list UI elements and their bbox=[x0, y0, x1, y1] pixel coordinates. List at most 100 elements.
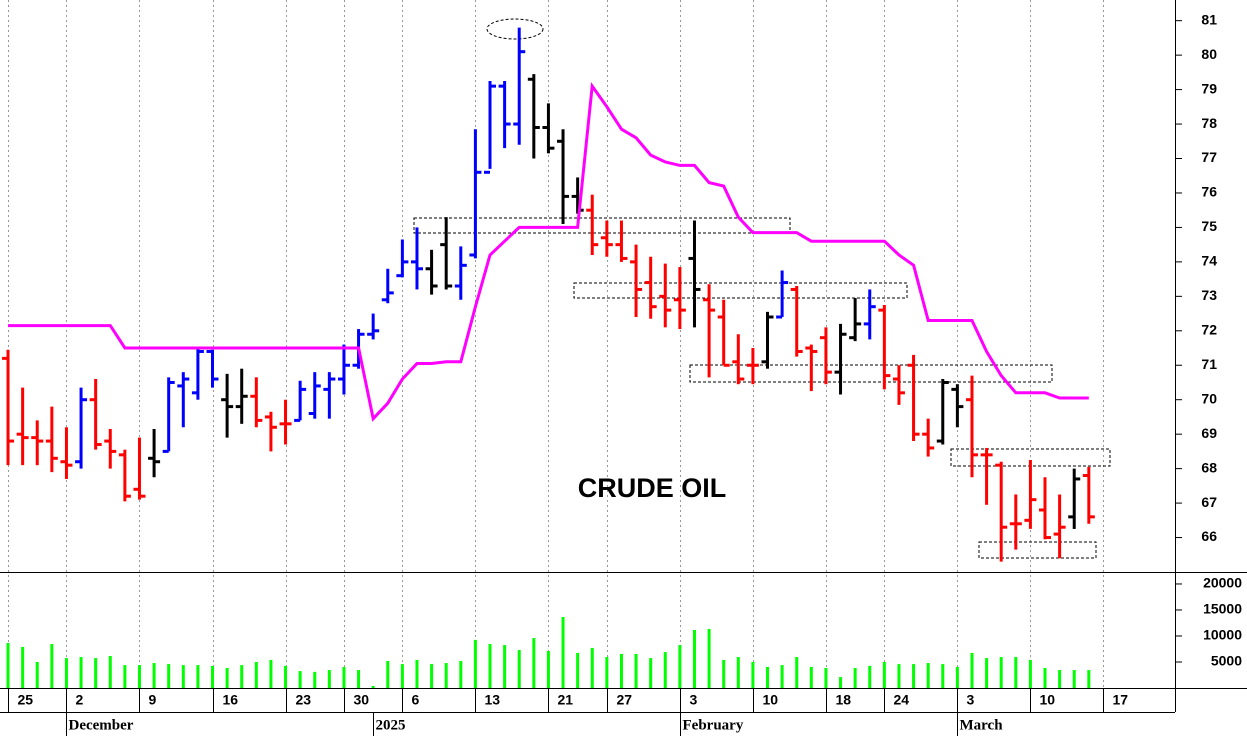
level-box bbox=[978, 541, 1097, 559]
volume-bar bbox=[137, 665, 141, 688]
ohlc-bar bbox=[790, 286, 803, 357]
month-label: February bbox=[683, 717, 744, 733]
ohlc-bar bbox=[191, 348, 204, 400]
volume-bar bbox=[400, 664, 404, 688]
volume-bar bbox=[313, 671, 317, 688]
ohlc-bar bbox=[118, 449, 131, 502]
ohlc-bar bbox=[703, 284, 716, 378]
ohlc-bar bbox=[878, 304, 891, 390]
volume-bar bbox=[882, 661, 886, 688]
y-tick-label: 70 bbox=[1201, 390, 1217, 406]
volume-bar bbox=[897, 664, 901, 688]
volume-bar bbox=[503, 645, 507, 688]
ohlc-bar bbox=[337, 344, 350, 395]
level-box bbox=[689, 364, 1053, 383]
ohlc-bar bbox=[454, 246, 467, 300]
ohlc-bar bbox=[177, 372, 190, 428]
ohlc-bar bbox=[250, 377, 263, 428]
volume-bar bbox=[824, 667, 828, 688]
ohlc-bar bbox=[746, 348, 759, 385]
ohlc-bar bbox=[557, 129, 570, 224]
ohlc-bar bbox=[907, 354, 920, 442]
x-tick-label: 21 bbox=[558, 692, 574, 708]
ohlc-bar bbox=[31, 420, 44, 466]
volume-bar bbox=[722, 659, 726, 688]
chart-title: CRUDE OIL bbox=[578, 473, 727, 503]
volume-bar bbox=[692, 630, 696, 688]
ohlc-bar bbox=[892, 365, 905, 405]
ohlc-bar bbox=[75, 387, 88, 469]
volume-bar bbox=[152, 663, 156, 688]
level-box bbox=[413, 217, 791, 234]
ohlc-bar bbox=[16, 387, 29, 466]
volume-bar bbox=[795, 657, 799, 688]
volume-bar bbox=[21, 646, 25, 688]
volume-bar bbox=[327, 670, 331, 688]
ohlc-bar bbox=[776, 270, 789, 319]
ohlc-bar bbox=[45, 406, 58, 473]
x-tick-label: 10 bbox=[763, 692, 779, 708]
volume-bar bbox=[766, 666, 770, 688]
volume-bar bbox=[780, 665, 784, 688]
ohlc-bar bbox=[1009, 494, 1022, 550]
y-tick-label: 71 bbox=[1201, 356, 1217, 372]
ohlc-bar bbox=[235, 368, 248, 424]
ohlc-bar bbox=[615, 220, 628, 262]
ohlc-bar bbox=[659, 263, 672, 328]
y-tick-label: 5000 bbox=[1211, 653, 1242, 669]
month-label: December bbox=[69, 717, 134, 733]
x-tick-label: 23 bbox=[296, 692, 312, 708]
volume-bar bbox=[35, 661, 39, 688]
ohlc-bar bbox=[498, 80, 511, 149]
ohlc-bar bbox=[440, 217, 453, 290]
ohlc-bar bbox=[732, 334, 745, 385]
ohlc-bar bbox=[294, 380, 307, 422]
volume-bar bbox=[546, 651, 550, 688]
volume-bar bbox=[590, 647, 594, 688]
volume-bar bbox=[707, 628, 711, 688]
grid bbox=[8, 0, 1104, 736]
volume-bar bbox=[1014, 657, 1018, 688]
volume-bar bbox=[473, 639, 477, 688]
y-tick-label: 78 bbox=[1201, 115, 1217, 131]
volume-bar bbox=[225, 667, 229, 688]
volume-bar bbox=[1072, 670, 1076, 688]
volume-bar bbox=[605, 657, 609, 688]
y-tick-label: 73 bbox=[1201, 287, 1217, 303]
volume-bar bbox=[941, 664, 945, 688]
volume-bar bbox=[342, 666, 346, 688]
ohlc-bar bbox=[2, 349, 15, 466]
ohlc-bar bbox=[1068, 468, 1081, 529]
ohlc-bar bbox=[308, 372, 321, 419]
ohlc-bar bbox=[863, 289, 876, 340]
x-tick-label: 30 bbox=[354, 692, 370, 708]
ohlc-bar bbox=[104, 429, 117, 469]
volume-bar bbox=[196, 665, 200, 688]
ohlc-bar bbox=[396, 239, 409, 278]
ohlc-bar bbox=[673, 267, 686, 330]
volume-bar bbox=[79, 657, 83, 688]
volume-bar bbox=[211, 665, 215, 688]
volume-bar bbox=[663, 652, 667, 688]
y-tick-label: 74 bbox=[1201, 253, 1217, 269]
ohlc-bar bbox=[849, 298, 862, 342]
ohlc-bar bbox=[221, 373, 234, 438]
ohlc-bar bbox=[527, 74, 540, 159]
ohlc-bar bbox=[133, 437, 146, 500]
ohlc-bar bbox=[600, 220, 613, 257]
x-tick-label: 3 bbox=[967, 692, 975, 708]
volume-bar bbox=[240, 665, 244, 688]
stop-line bbox=[8, 81, 1089, 422]
volume-bar bbox=[1087, 670, 1091, 688]
ohlc-bar bbox=[484, 80, 497, 174]
volume-bar bbox=[269, 659, 273, 688]
volume-bar bbox=[649, 658, 653, 688]
month-label: March bbox=[960, 717, 1004, 733]
volume-bar bbox=[736, 657, 740, 688]
volume-bar bbox=[6, 643, 10, 688]
volume-bar bbox=[357, 670, 361, 688]
peak-ellipse bbox=[486, 18, 544, 40]
ohlc-bar bbox=[60, 427, 73, 479]
x-tick-label: 16 bbox=[223, 692, 239, 708]
